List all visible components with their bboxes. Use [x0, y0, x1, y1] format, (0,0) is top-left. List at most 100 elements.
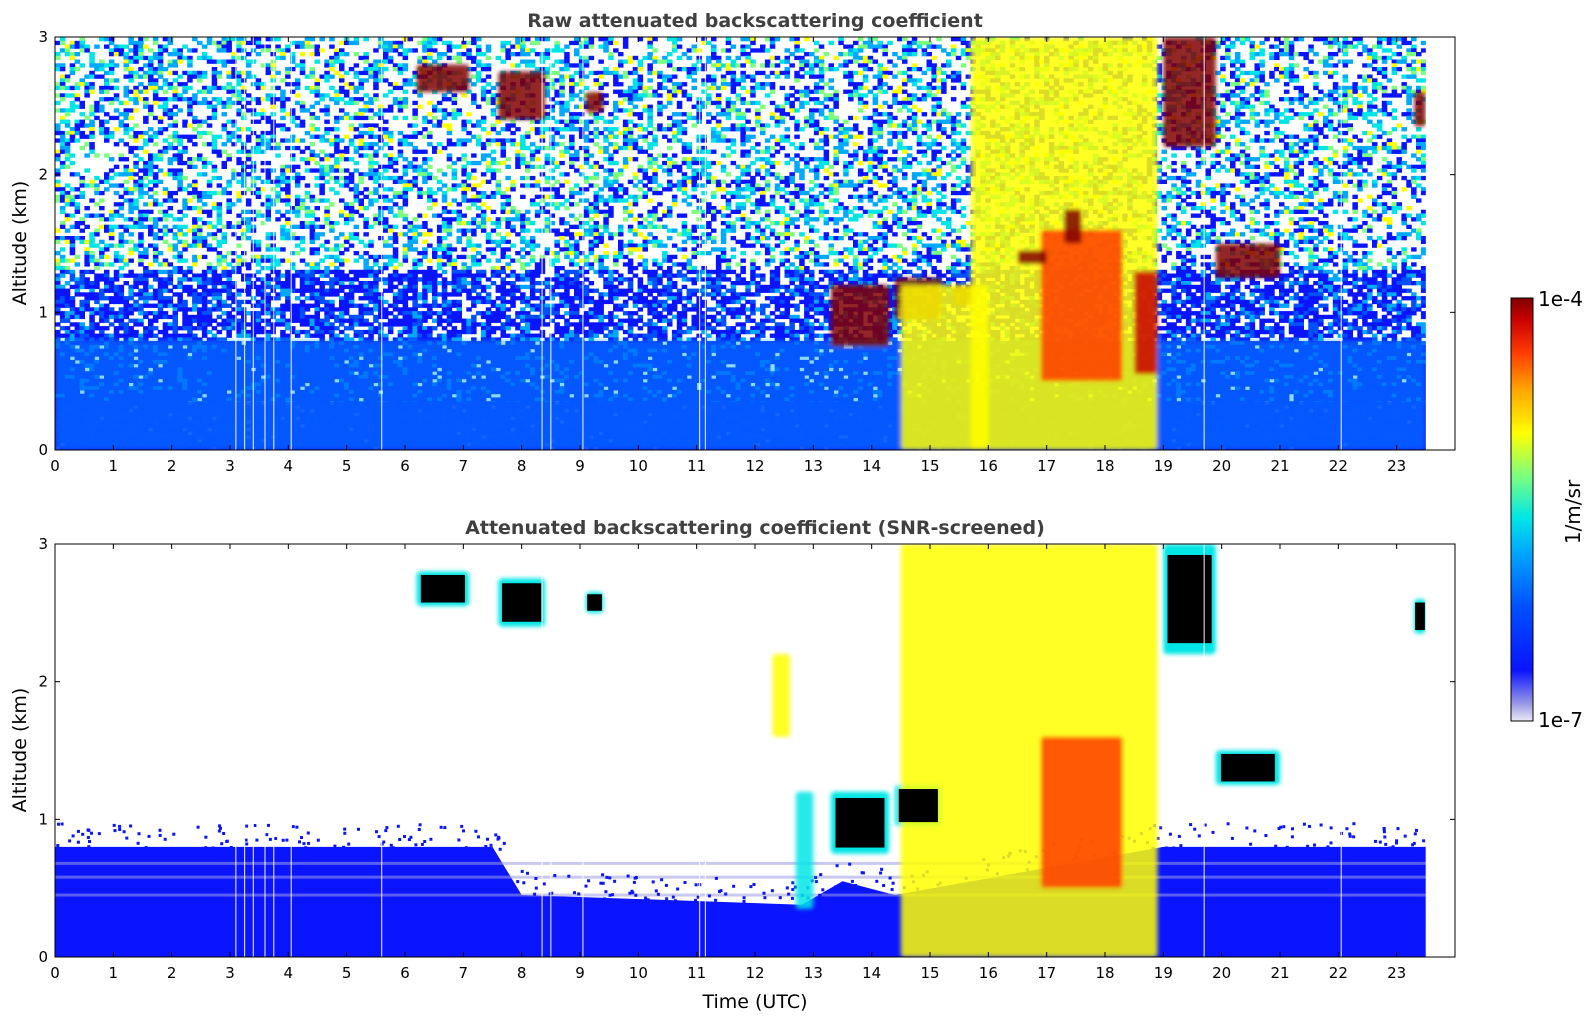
noise-cell	[549, 70, 555, 76]
noise-cell	[632, 85, 639, 91]
noise-cell	[681, 172, 688, 177]
noise-cell	[211, 82, 218, 87]
noise-cell	[334, 157, 340, 162]
noise-cell	[735, 55, 741, 61]
noise-cell	[99, 63, 105, 68]
noise-cell	[206, 59, 213, 64]
noise-cell	[1367, 112, 1373, 117]
noise-cell	[1416, 134, 1422, 139]
noise-cell	[843, 59, 849, 64]
noise-cell	[74, 93, 81, 98]
noise-cell	[902, 160, 908, 166]
noise-cell	[373, 112, 379, 117]
noise-cell	[1279, 138, 1285, 143]
noise-cell	[613, 74, 619, 79]
noise-cell	[89, 82, 95, 87]
noise-cell	[466, 112, 472, 117]
noise-cell	[216, 149, 223, 154]
noise-cell	[1318, 160, 1324, 166]
noise-cell	[784, 160, 790, 166]
noise-cell	[965, 175, 972, 181]
noise-cell	[603, 157, 609, 162]
noise-cell	[167, 52, 174, 57]
noise-cell	[593, 134, 599, 139]
noise-cell	[59, 85, 66, 91]
noise-cell	[446, 157, 453, 162]
noise-cell	[950, 44, 957, 49]
noise-cell	[706, 100, 712, 106]
noise-cell	[373, 48, 379, 53]
noise-cell	[1225, 44, 1231, 49]
noise-cell	[1239, 85, 1246, 91]
noise-cell	[79, 100, 85, 106]
noise-cell	[574, 153, 580, 158]
noise-cell	[813, 48, 820, 53]
noise-cell	[813, 85, 820, 91]
noise-cell	[378, 164, 384, 169]
noise-cell	[1416, 142, 1422, 147]
noise-cell	[1420, 78, 1427, 83]
noise-cell	[544, 153, 551, 158]
noise-cell	[1234, 82, 1241, 87]
noise-cell	[1298, 89, 1304, 94]
noise-cell	[59, 160, 66, 166]
noise-cell	[422, 172, 428, 177]
noise-cell	[397, 40, 404, 46]
noise-cell	[809, 74, 815, 79]
noise-cell	[392, 100, 399, 106]
noise-cell	[569, 112, 575, 117]
noise-cell	[378, 74, 384, 79]
noise-cell	[314, 52, 320, 57]
noise-cell	[480, 157, 487, 162]
noise-cell	[941, 127, 947, 132]
noise-cell	[1259, 100, 1265, 106]
noise-cell	[231, 172, 237, 177]
noise-cell	[559, 160, 565, 166]
noise-cell	[1279, 52, 1285, 57]
noise-cell	[647, 153, 653, 158]
noise-cell	[309, 85, 316, 91]
noise-cell	[853, 40, 859, 46]
noise-cell	[730, 108, 737, 113]
noise-cell	[603, 93, 609, 98]
noise-cell	[1283, 44, 1290, 49]
noise-cell	[69, 93, 76, 98]
noise-cell	[818, 55, 825, 61]
noise-cell	[921, 48, 928, 53]
noise-cell	[1293, 149, 1300, 154]
noise-cell	[1215, 115, 1221, 121]
noise-cell	[574, 115, 580, 121]
noise-cell	[177, 48, 183, 53]
noise-cell	[1293, 78, 1300, 83]
noise-cell	[799, 127, 805, 132]
noise-cell	[69, 127, 76, 132]
noise-cell	[911, 48, 918, 53]
noise-cell	[720, 164, 727, 169]
noise-cell	[1225, 112, 1231, 117]
noise-cell	[138, 175, 144, 181]
noise-cell	[1372, 55, 1378, 61]
noise-cell	[897, 168, 903, 173]
noise-cell	[275, 175, 281, 181]
noise-cell	[74, 123, 81, 128]
noise-cell	[353, 97, 360, 102]
noise-cell	[950, 123, 957, 128]
noise-cell	[613, 145, 619, 151]
noise-cell	[750, 85, 756, 91]
noise-cell	[740, 164, 746, 169]
noise-cell	[162, 89, 169, 94]
noise-cell	[1372, 142, 1378, 147]
noise-cell	[1406, 138, 1412, 143]
noise-cell	[1274, 157, 1280, 162]
noise-cell	[358, 97, 364, 102]
noise-cell	[1391, 89, 1398, 94]
noise-cell	[877, 127, 883, 132]
noise-cell	[157, 63, 164, 68]
noise-cell	[1332, 82, 1339, 87]
noise-cell	[1303, 55, 1309, 61]
noise-cell	[59, 119, 66, 124]
noise-cell	[1230, 59, 1236, 64]
noise-cell	[750, 93, 756, 98]
noise-cell	[1274, 112, 1280, 117]
noise-cell	[711, 85, 717, 91]
